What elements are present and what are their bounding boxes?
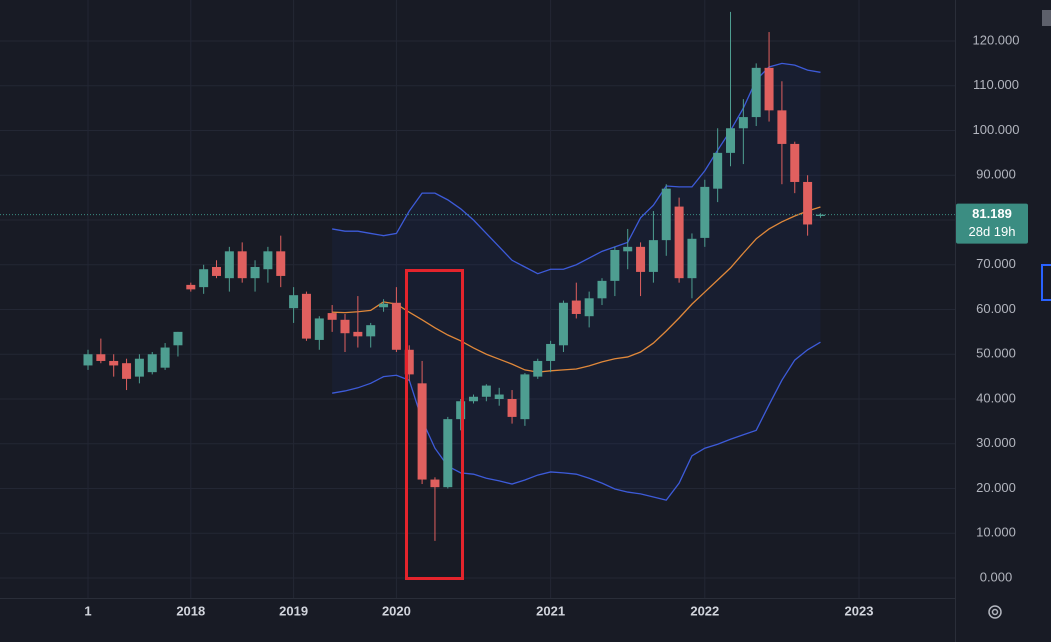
candle-body (520, 374, 530, 420)
candle-body (571, 300, 581, 314)
candle-body (211, 266, 221, 276)
x-tick-label: 2021 (536, 603, 565, 618)
candle-body (726, 128, 736, 153)
candle-body (327, 313, 337, 320)
candle-body (687, 238, 697, 279)
last-price-box (956, 203, 1028, 244)
candle-body (738, 117, 748, 129)
candle-body (815, 214, 825, 216)
candle-body (469, 396, 479, 402)
x-tick-label: 2023 (845, 603, 874, 618)
edge-panel[interactable] (1041, 264, 1051, 301)
y-tick-label: 60.000 (976, 301, 1016, 316)
gear-hub[interactable] (991, 608, 999, 616)
candle-body (610, 249, 620, 281)
last-price-label: 81.189 (972, 206, 1012, 221)
gear-ring[interactable] (988, 605, 1002, 619)
candle-body (160, 347, 170, 368)
band-lower (332, 341, 821, 501)
candle-body (289, 295, 299, 309)
candle-body (263, 251, 273, 270)
y-tick-label: 0.000 (980, 569, 1013, 584)
y-tick-label: 110.000 (973, 77, 1019, 92)
band-upper (332, 62, 821, 275)
candle-body (494, 394, 504, 400)
settings-icon[interactable] (988, 605, 1002, 619)
candle-body (713, 152, 723, 189)
candle-body (777, 110, 787, 144)
candle-body (301, 293, 311, 339)
candle-body (224, 251, 234, 279)
y-tick-label: 120.000 (973, 32, 1020, 47)
edge-control[interactable] (1042, 10, 1051, 26)
y-tick-label: 30.000 (976, 435, 1016, 450)
candle-body (584, 298, 594, 317)
candle-body (507, 399, 517, 417)
candle-body (623, 246, 633, 252)
x-tick-label: 2022 (690, 603, 719, 618)
y-tick-label: 40.000 (976, 390, 1016, 405)
candle-body (237, 251, 247, 279)
candle-body (803, 181, 813, 225)
candle-body (443, 419, 453, 488)
candle-body (379, 303, 389, 308)
candle-body (674, 206, 684, 279)
candle-body (340, 319, 350, 334)
y-tick-label: 70.000 (976, 256, 1016, 271)
candle-body (109, 360, 119, 366)
candle-body (533, 360, 543, 377)
candle-body (314, 318, 324, 340)
candle-body (186, 284, 196, 290)
candle-body (96, 354, 106, 361)
candle-body (751, 67, 761, 118)
candle-body (173, 331, 183, 346)
candle-body (790, 143, 800, 182)
candle-body (83, 354, 93, 366)
y-tick-label: 50.000 (976, 346, 1016, 361)
y-tick-label: 20.000 (976, 480, 1016, 495)
candle-body (391, 302, 401, 350)
y-tick-label: 90.000 (976, 167, 1016, 182)
candle-body (597, 280, 607, 299)
candle-body (558, 302, 568, 346)
candle-body (481, 385, 491, 397)
x-tick-label: 1 (84, 603, 91, 618)
candle-body (764, 67, 774, 111)
y-tick-label: 10.000 (976, 525, 1016, 540)
grid (0, 0, 955, 598)
x-tick-label: 2019 (279, 603, 308, 618)
axes: 0.000 10.000 20.000 30.000 40.000 50.000 60.00… (84, 32, 1028, 618)
candle-body (404, 349, 414, 375)
candle-body (546, 343, 556, 361)
candle-body (700, 186, 710, 238)
x-tick-label: 2020 (382, 603, 411, 618)
candle-body (456, 401, 466, 420)
countdown-label: 28d 19h (969, 224, 1016, 239)
candle-body (250, 266, 260, 279)
candle-body (199, 269, 209, 288)
candle-body (122, 363, 132, 379)
x-tick-label: 2018 (176, 603, 205, 618)
candle-body (276, 251, 286, 276)
plot (0, 11, 955, 541)
highlight-box (405, 269, 464, 580)
candle-body (366, 325, 376, 337)
band-middle (332, 206, 821, 373)
band-fill (332, 63, 821, 501)
candle-body (430, 479, 440, 488)
candle-body (636, 246, 646, 272)
candle-body (134, 358, 144, 377)
candle-body (417, 383, 427, 480)
candle-body (661, 188, 671, 241)
y-tick-label: 100.000 (973, 122, 1020, 137)
candle-body (147, 354, 157, 373)
candle-body (353, 331, 363, 337)
candle-body (648, 240, 658, 272)
